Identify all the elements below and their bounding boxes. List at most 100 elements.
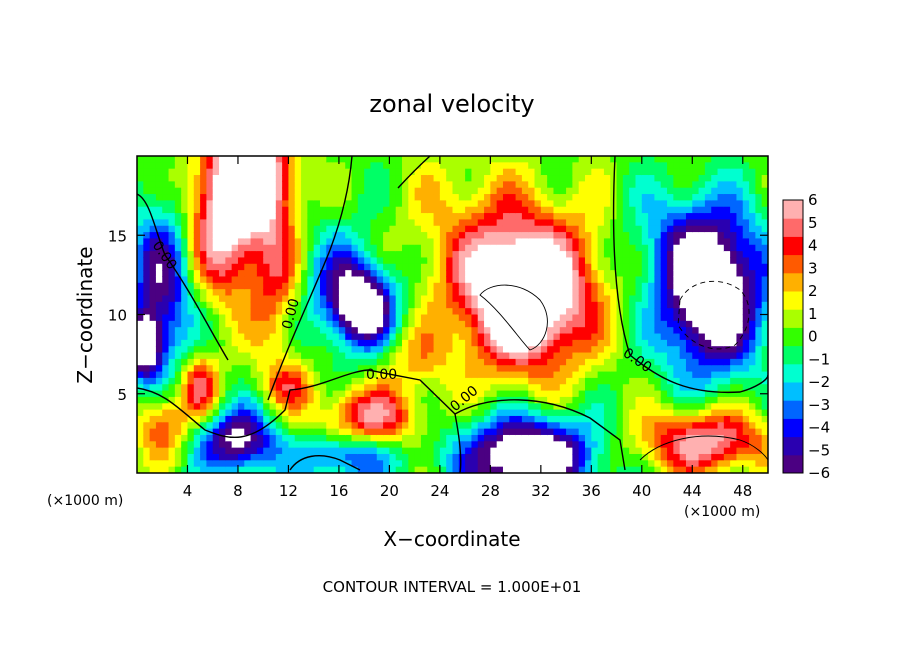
heatmap-cell — [149, 213, 157, 220]
heatmap-cell — [288, 371, 296, 379]
heatmap-cell — [149, 263, 157, 271]
heatmap-cell — [237, 371, 245, 379]
heatmap-cell — [301, 168, 308, 176]
heatmap-cell — [244, 384, 252, 392]
heatmap-cell — [597, 346, 605, 354]
heatmap-cell — [711, 219, 719, 227]
heatmap-cell — [162, 466, 170, 473]
heatmap-cell — [231, 415, 239, 423]
heatmap-cell — [200, 200, 208, 208]
heatmap-cell — [578, 403, 586, 411]
heatmap-cell — [572, 276, 580, 284]
heatmap-cell — [591, 219, 599, 227]
heatmap-cell — [275, 422, 283, 430]
heatmap-cell — [685, 460, 693, 468]
heatmap-cell — [704, 276, 712, 284]
heatmap-cell — [137, 181, 144, 189]
heatmap-cell — [528, 415, 536, 423]
heatmap-cell — [515, 314, 523, 322]
heatmap-cell — [566, 428, 573, 436]
heatmap-cell — [711, 403, 719, 411]
heatmap-cell — [206, 460, 214, 468]
heatmap-cell — [351, 225, 359, 233]
heatmap-cell — [174, 219, 182, 227]
heatmap-cell — [408, 371, 416, 379]
heatmap-cell — [200, 263, 208, 271]
heatmap-cell — [250, 422, 258, 430]
heatmap-cell — [667, 156, 674, 163]
heatmap-cell — [288, 168, 296, 176]
heatmap-cell — [610, 257, 618, 265]
heatmap-cell — [427, 276, 435, 284]
heatmap-cell — [364, 327, 372, 335]
heatmap-cell — [269, 168, 277, 176]
heatmap-cell — [237, 384, 245, 392]
heatmap-cell — [225, 339, 233, 347]
heatmap-cell — [641, 156, 649, 163]
heatmap-cell — [319, 200, 327, 208]
heatmap-cell — [137, 441, 144, 449]
heatmap-cell — [143, 320, 151, 328]
heatmap-cell — [559, 466, 567, 473]
heatmap-cell — [206, 206, 214, 214]
heatmap-cell — [566, 200, 573, 208]
heatmap-cell — [736, 168, 744, 176]
heatmap-cell — [660, 308, 668, 316]
heatmap-cell — [345, 156, 353, 163]
heatmap-cell — [717, 187, 725, 195]
heatmap-cell — [698, 415, 706, 423]
heatmap-cell — [301, 270, 308, 278]
heatmap-cell — [301, 352, 308, 360]
heatmap-cell — [237, 168, 245, 176]
heatmap-cell — [351, 257, 359, 265]
heatmap-cell — [622, 206, 630, 214]
heatmap-cell — [553, 187, 561, 195]
heatmap-cell — [673, 447, 681, 455]
heatmap-cell — [490, 301, 498, 309]
heatmap-cell — [370, 422, 378, 430]
heatmap-cell — [181, 175, 189, 182]
heatmap-cell — [496, 156, 504, 163]
heatmap-cell — [547, 187, 555, 195]
heatmap-cell — [465, 162, 473, 170]
heatmap-cell — [212, 168, 220, 176]
heatmap-cell — [679, 187, 687, 195]
heatmap-cell — [414, 187, 422, 195]
heatmap-cell — [370, 257, 378, 265]
heatmap-cell — [427, 206, 435, 214]
heatmap-cell — [307, 333, 315, 341]
heatmap-cell — [502, 263, 510, 271]
heatmap-cell — [364, 422, 372, 430]
heatmap-cell — [572, 225, 580, 233]
heatmap-cell — [263, 232, 271, 240]
heatmap-cell — [484, 466, 491, 473]
heatmap-cell — [622, 251, 630, 259]
heatmap-cell — [446, 213, 454, 220]
heatmap-cell — [275, 434, 283, 442]
heatmap-cell — [717, 409, 725, 417]
heatmap-cell — [370, 295, 378, 303]
heatmap-cell — [667, 289, 674, 297]
heatmap-cell — [749, 308, 756, 316]
heatmap-cell — [585, 206, 592, 214]
heatmap-cell — [496, 428, 504, 436]
heatmap-cell — [667, 453, 674, 461]
heatmap-cell — [755, 162, 763, 170]
heatmap-cell — [446, 308, 454, 316]
heatmap-cell — [540, 225, 548, 233]
heatmap-cell — [641, 257, 649, 265]
heatmap-cell — [137, 257, 144, 265]
heatmap-cell — [193, 225, 201, 233]
heatmap-cell — [648, 175, 656, 182]
heatmap-cell — [616, 346, 624, 354]
heatmap-cell — [319, 365, 327, 373]
heatmap-cell — [351, 194, 359, 201]
heatmap-cell — [294, 365, 302, 373]
heatmap-cell — [345, 301, 353, 309]
heatmap-cell — [723, 460, 731, 468]
heatmap-cell — [458, 187, 466, 195]
heatmap-cell — [181, 194, 189, 201]
heatmap-cell — [540, 219, 548, 227]
heatmap-cell — [660, 194, 668, 201]
